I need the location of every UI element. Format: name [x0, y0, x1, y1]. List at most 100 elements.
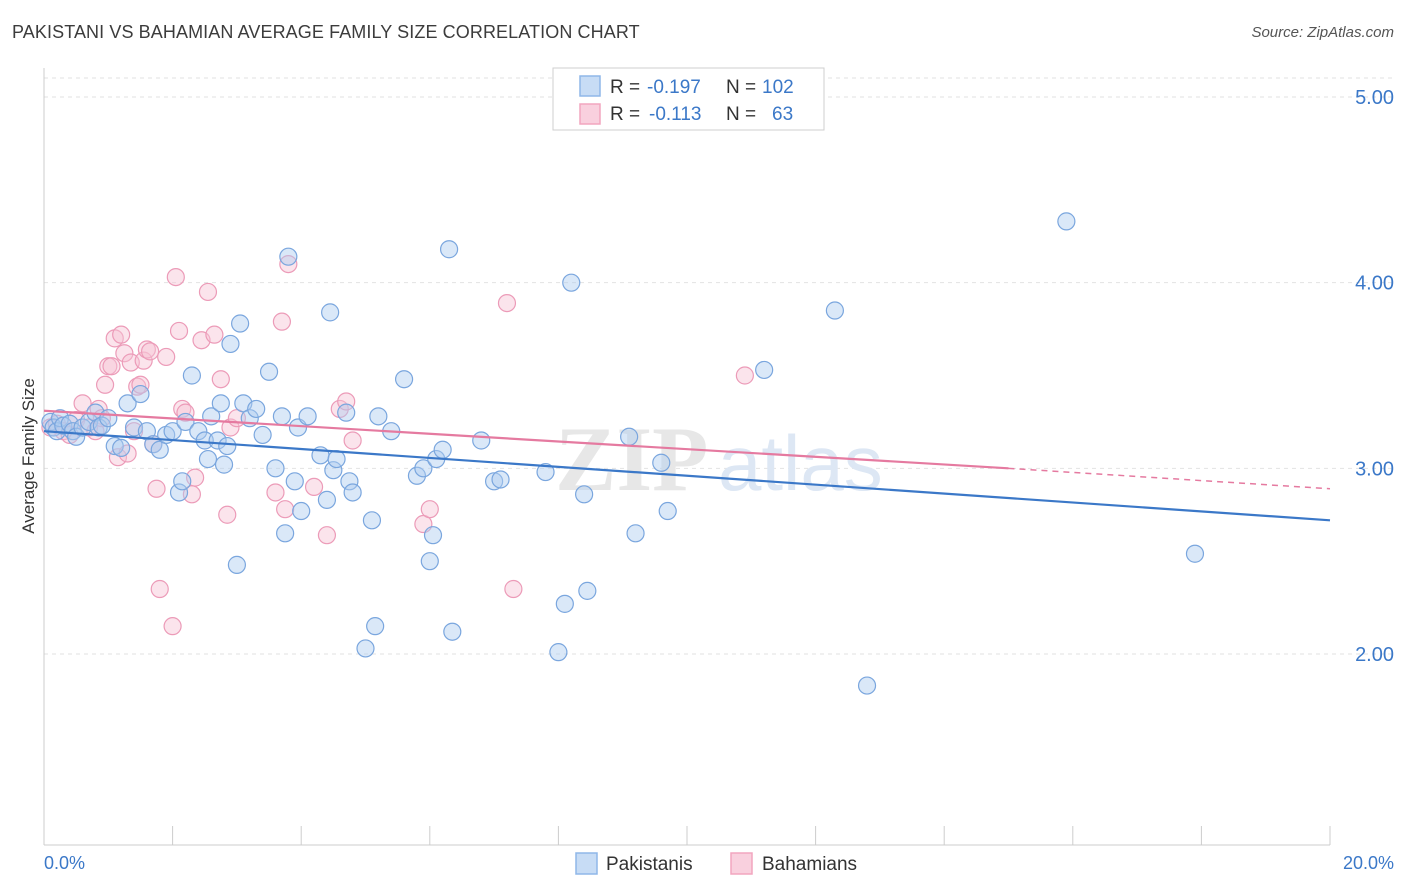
y-axis-label: Average Family Size — [19, 378, 38, 534]
bahamians-point — [176, 403, 195, 422]
pakistanis-trend-line — [43, 430, 1331, 522]
pakistanis-point — [414, 459, 433, 478]
pakistanis-point — [324, 461, 343, 480]
legend-r-label-1: R = — [610, 77, 640, 98]
pakistanis-point — [208, 431, 227, 450]
pakistanis-point — [407, 466, 427, 485]
bahamians-point — [205, 325, 224, 344]
bahamians-point — [131, 375, 150, 394]
watermark: ZIP atlas — [555, 408, 883, 510]
pakistanis-point — [439, 240, 459, 259]
pakistanis-point — [369, 407, 388, 426]
bahamians-point — [497, 293, 517, 313]
bahamians-point — [112, 325, 131, 344]
bahamians-point — [211, 370, 230, 389]
pakistanis-point — [118, 394, 137, 413]
pakistanis-point — [620, 427, 639, 446]
legend-swatch-blue — [579, 75, 601, 97]
bahamians-point — [137, 340, 156, 359]
pakistanis-point — [423, 526, 443, 545]
bahamians-point — [266, 483, 285, 502]
pakistanis-point — [285, 472, 304, 491]
pakistanis-point — [472, 431, 491, 450]
pakistanis-point — [562, 273, 581, 292]
bottom-legend-label-pakistanis: Pakistanis — [606, 854, 693, 875]
pakistanis-point — [394, 370, 414, 389]
bahamians-point — [735, 366, 754, 385]
bahamians-point — [272, 312, 292, 331]
bahamians-point — [115, 344, 134, 363]
pakistanis-point — [575, 485, 594, 504]
pakistanis-point — [272, 407, 292, 426]
bahamians-point — [102, 357, 121, 376]
pakistanis-point — [195, 431, 214, 450]
pakistanis-point — [298, 407, 317, 426]
bahamians-point — [157, 347, 176, 367]
bahamians-trend-line-dashed — [1008, 467, 1331, 490]
pakistanis-point — [182, 366, 201, 385]
bahamians-trend-line — [43, 409, 1009, 470]
pakistanis-point — [214, 455, 234, 474]
pakistanis-point — [755, 360, 774, 380]
legend-r-value-1: -0.197 — [647, 77, 701, 98]
pakistanis-point — [276, 524, 295, 543]
bahamians-point — [504, 579, 523, 599]
watermark-atlas: atlas — [718, 419, 883, 507]
y-tick-label: 4.00 — [1355, 273, 1394, 295]
bahamians-point — [134, 351, 153, 370]
pakistanis-point — [1185, 544, 1205, 563]
x-tick-labels: 0.0% 20.0% — [44, 853, 1394, 873]
bahamians-point — [198, 282, 218, 302]
pakistanis-point — [443, 622, 462, 641]
bottom-legend-swatch-pakistanis — [575, 852, 598, 875]
pakistanis-point — [198, 449, 218, 469]
watermark-zip: ZIP — [555, 408, 708, 510]
pakistanis-point — [857, 676, 877, 695]
y-tick-label: 5.00 — [1355, 87, 1394, 109]
pakistanis-point — [259, 362, 279, 381]
bottom-legend: Pakistanis Bahamians — [575, 852, 857, 875]
pakistanis-point — [340, 472, 359, 491]
bahamians-point — [218, 505, 237, 524]
bahamians-point — [147, 479, 166, 498]
bahamians-point — [163, 617, 182, 636]
pakistanis-point — [433, 440, 452, 459]
bahamians-point — [95, 375, 115, 394]
pakistanis-point — [327, 449, 346, 469]
pakistanis-point — [825, 301, 844, 320]
pakistanis-point — [578, 581, 597, 600]
legend-r-label-2: R = — [610, 104, 640, 125]
pakistanis-point — [176, 412, 195, 432]
bahamians-points — [41, 255, 754, 636]
pakistanis-point — [362, 511, 382, 530]
pakistanis-point — [549, 643, 568, 662]
trend-lines — [43, 409, 1331, 522]
pakistanis-point — [63, 422, 83, 441]
pakistanis-point — [652, 453, 671, 472]
pakistanis-point — [555, 594, 574, 613]
y-tick-label: 3.00 — [1355, 458, 1394, 480]
pakistanis-point — [536, 462, 555, 482]
pakistanis-point — [218, 436, 237, 456]
pakistanis-point — [231, 314, 250, 333]
pakistanis-point — [211, 394, 230, 413]
legend-n-label-1: N = — [726, 77, 756, 98]
legend-r-value-2: -0.113 — [649, 104, 701, 125]
bahamians-point — [150, 579, 169, 599]
pakistanis-point — [321, 303, 340, 322]
pakistanis-point — [227, 555, 246, 574]
pakistanis-point — [343, 483, 362, 502]
pakistanis-point — [366, 617, 385, 636]
pakistanis-point — [173, 472, 192, 491]
pakistanis-point — [253, 425, 272, 445]
pakistanis-point — [169, 483, 189, 502]
pakistanis-point — [131, 384, 150, 404]
pakistanis-point — [491, 470, 510, 489]
bottom-legend-swatch-bahamians — [730, 852, 753, 875]
pakistanis-point — [54, 416, 73, 435]
pakistanis-point — [247, 399, 266, 419]
x-tick-label: 20.0% — [1343, 853, 1394, 873]
pakistanis-point — [266, 459, 285, 478]
bahamians-point — [420, 500, 439, 519]
pakistanis-point — [105, 436, 124, 456]
